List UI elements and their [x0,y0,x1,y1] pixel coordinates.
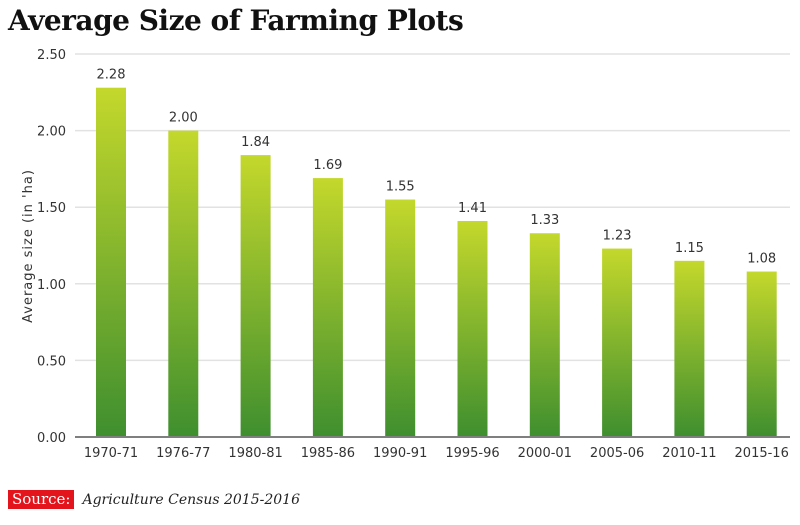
x-tick-label: 1995-96 [445,446,499,461]
bar-1990-91 [385,199,416,436]
data-label: 1.23 [603,229,632,244]
y-tick-label: 2.00 [37,125,66,140]
data-label: 1.41 [458,201,487,216]
data-label: 1.84 [241,135,270,150]
y-tick-label: 1.50 [37,201,66,216]
bar-1995-96 [457,220,488,436]
data-label: 1.55 [386,180,415,195]
chart-title: Average Size of Farming Plots [8,4,464,37]
y-tick-label: 1.00 [37,278,66,293]
source-note: Source: Agriculture Census 2015-2016 [8,490,300,509]
data-label: 1.69 [313,158,342,173]
x-tick-label: 1980-81 [228,446,282,461]
bar-1985-86 [312,178,343,437]
data-label: 2.00 [169,111,198,126]
x-tick-label: 2015-16 [735,446,789,461]
bar-1970-71 [96,87,126,436]
data-label: 2.28 [97,68,126,83]
source-text: Agriculture Census 2015-2016 [82,491,300,508]
source-label: Source: [8,490,75,509]
x-tick-label: 1970-71 [84,446,138,461]
y-tick-label: 2.50 [37,48,66,63]
x-tick-label: 2010-11 [662,446,716,461]
bar-2015-16 [746,271,777,436]
x-tick-label: 2005-06 [590,446,644,461]
y-tick-label: 0.50 [37,354,66,369]
bar-chart: 0.00 0.50 1.00 1.50 2.00 2.50 2.28 1970-71 2.00 1… [21,48,790,461]
y-tick-label: 0.00 [37,431,66,446]
x-tick-label: 2000-01 [518,446,572,461]
bar-2000-01 [529,233,560,436]
data-label: 1.33 [530,213,559,228]
data-label: 1.15 [675,241,704,256]
x-tick-label: 1976-77 [156,446,210,461]
bar-1976-77 [168,130,199,436]
bar-2005-06 [602,248,633,436]
bar-1980-81 [240,155,271,436]
bar-2010-11 [674,260,705,436]
data-label: 1.08 [747,252,776,267]
x-tick-label: 1985-86 [301,446,355,461]
x-tick-label: 1990-91 [373,446,427,461]
y-axis-label: Average size (in 'ha) [21,169,36,323]
